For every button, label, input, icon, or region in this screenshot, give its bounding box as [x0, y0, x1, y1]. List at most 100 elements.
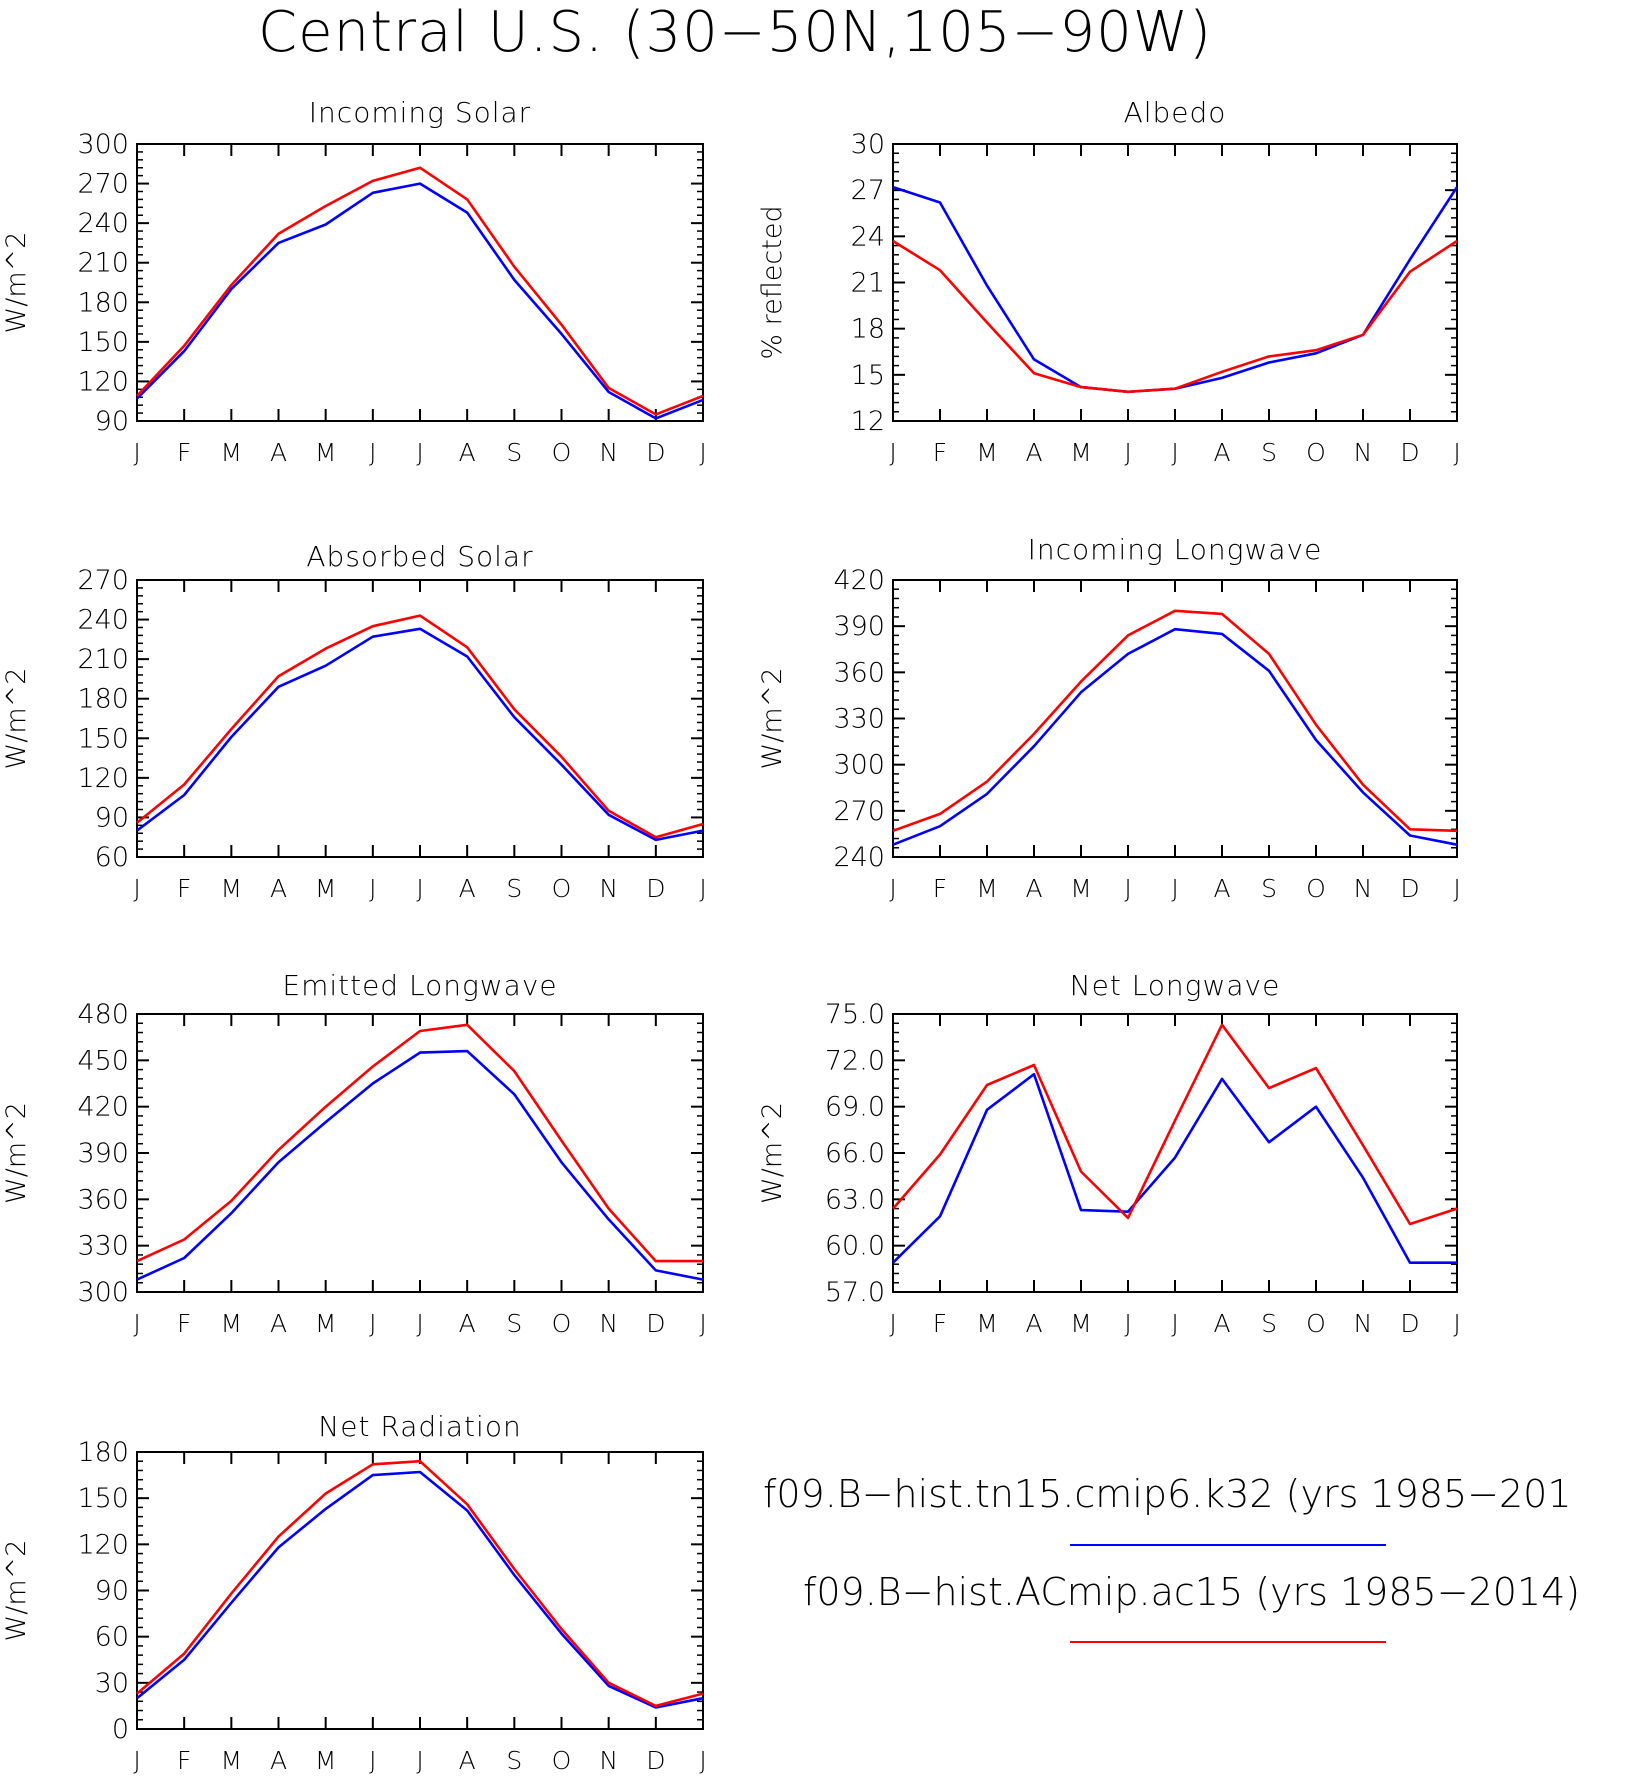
series-line-red [892, 609, 1458, 833]
series-line-red [136, 166, 704, 416]
x-tick-label: F [177, 874, 191, 903]
y-tick-label: 30 [851, 129, 885, 160]
y-tick-label: 60 [95, 1622, 129, 1653]
x-tick-label: N [1354, 874, 1373, 903]
legend-label-blue: f09.B−hist.tn15.cmip6.k32 (yrs 1985−201 [763, 1472, 1572, 1516]
x-tick-label: M [315, 1309, 337, 1338]
x-tick-label: M [315, 438, 337, 467]
y-axis-label: W/m^2 [1, 232, 32, 334]
y-tick-label: 57.0 [825, 1277, 885, 1308]
x-tick-label: S [1261, 874, 1277, 903]
x-tick-label: J [889, 1309, 896, 1338]
x-tick-label: F [177, 1309, 191, 1338]
x-tick-label: J [1453, 874, 1460, 903]
x-tick-label: J [889, 874, 896, 903]
series-line-blue [892, 1072, 1457, 1264]
x-tick-label: M [976, 438, 998, 467]
plot-frame [892, 579, 1458, 858]
x-tick-label: N [1354, 438, 1373, 467]
figure-title: Central U.S. (30−50N,105−90W) [258, 0, 1212, 65]
y-tick-label: 420 [77, 1092, 129, 1123]
plot-frame [136, 143, 704, 422]
x-tick-label: J [699, 438, 706, 467]
y-tick-label: 150 [77, 327, 129, 358]
panel-title: Net Longwave [1070, 969, 1281, 1002]
y-axis-label: W/m^2 [1, 1540, 32, 1642]
series-line-red [136, 614, 704, 839]
x-tick-label: J [1453, 438, 1460, 467]
y-tick-label: 270 [77, 565, 129, 596]
y-tick-label: 27 [851, 175, 885, 206]
y-tick-label: 63.0 [825, 1184, 885, 1215]
x-tick-label: J [416, 874, 423, 903]
x-tick-label: M [221, 1309, 243, 1338]
plot-frame [892, 1013, 1458, 1293]
y-tick-label: 270 [833, 796, 885, 827]
x-tick-label: M [315, 1746, 337, 1775]
y-tick-label: 90 [95, 1576, 129, 1607]
y-tick-label: 90 [95, 406, 129, 437]
y-axis-label: W/m^2 [1, 668, 32, 770]
y-tick-label: 330 [833, 704, 885, 735]
panel-title: Net Radiation [318, 1410, 521, 1443]
y-tick-label: 210 [77, 248, 129, 279]
y-tick-label: 360 [77, 1184, 129, 1215]
x-tick-label: A [1213, 438, 1230, 467]
x-tick-label: M [221, 1746, 243, 1775]
y-tick-label: 180 [77, 684, 129, 715]
y-tick-label: 390 [833, 611, 885, 642]
x-tick-label: J [133, 438, 140, 467]
y-tick-label: 75.0 [825, 999, 885, 1030]
y-axis-label: W/m^2 [757, 1102, 788, 1204]
x-tick-label: D [1400, 1309, 1419, 1338]
x-tick-label: J [699, 1746, 706, 1775]
x-tick-label: O [552, 1309, 572, 1338]
y-tick-label: 72.0 [825, 1045, 885, 1076]
x-tick-label: D [1400, 438, 1419, 467]
x-tick-label: S [506, 874, 522, 903]
series-line-blue [136, 1470, 704, 1709]
x-tick-label: A [270, 1746, 287, 1775]
x-tick-label: M [976, 1309, 998, 1338]
x-tick-label: S [506, 1746, 522, 1775]
series-line-blue [136, 182, 704, 420]
x-tick-label: A [459, 438, 476, 467]
x-tick-label: A [1025, 874, 1042, 903]
panel-title: Absorbed Solar [306, 540, 533, 573]
y-tick-label: 150 [77, 1483, 129, 1514]
x-tick-label: A [459, 1309, 476, 1338]
series-line-red [892, 239, 1458, 394]
x-tick-label: N [1354, 1309, 1373, 1338]
x-tick-label: A [1025, 1309, 1042, 1338]
y-tick-label: 450 [77, 1045, 129, 1076]
x-tick-label: N [599, 1746, 618, 1775]
y-tick-label: 69.0 [825, 1092, 885, 1123]
x-tick-label: O [552, 874, 572, 903]
y-tick-label: 180 [77, 287, 129, 318]
x-tick-label: D [1400, 874, 1419, 903]
x-tick-label: J [133, 1746, 140, 1775]
y-tick-label: 120 [77, 1529, 129, 1560]
y-tick-label: 240 [77, 208, 129, 239]
x-tick-label: N [599, 438, 618, 467]
x-tick-label: J [1124, 874, 1131, 903]
x-tick-label: M [976, 874, 998, 903]
x-tick-label: N [599, 874, 618, 903]
y-tick-label: 60.0 [825, 1231, 885, 1262]
x-tick-label: F [177, 438, 191, 467]
x-tick-label: N [599, 1309, 618, 1338]
x-tick-label: J [1124, 438, 1131, 467]
y-tick-label: 0 [112, 1714, 129, 1745]
y-tick-label: 30 [95, 1668, 129, 1699]
y-tick-label: 240 [833, 842, 885, 873]
y-tick-label: 18 [851, 314, 885, 345]
panel-title: Incoming Solar [309, 96, 531, 129]
legend-label-red: f09.B−hist.ACmip.ac15 (yrs 1985−2014) [803, 1570, 1581, 1614]
panel-title: Incoming Longwave [1028, 533, 1323, 566]
x-tick-label: J [699, 1309, 706, 1338]
x-tick-label: F [933, 438, 947, 467]
